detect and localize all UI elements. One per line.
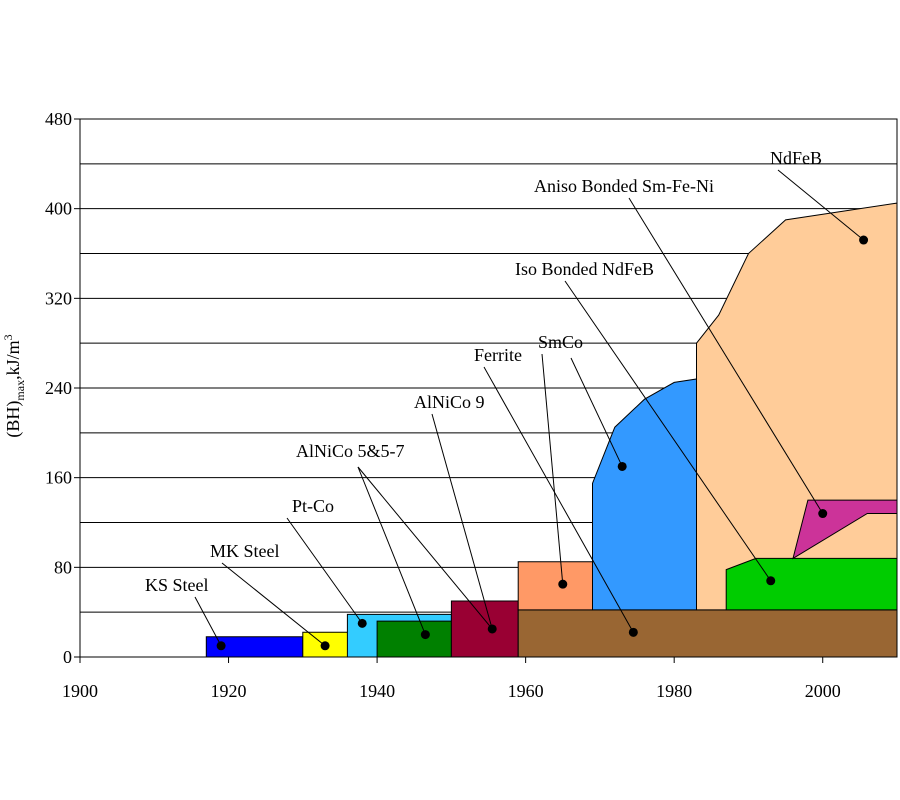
x-tick-label: 1980 <box>656 681 692 701</box>
series-label: Ferrite <box>474 345 522 365</box>
leader-line <box>777 169 864 241</box>
marker-point <box>487 624 497 634</box>
leader-line <box>570 357 623 467</box>
tick-labels: 1900 1920 1940 1960 1980 2000 0 80 160 240 320 400 4… <box>45 109 841 701</box>
marker-point <box>628 627 638 637</box>
marker-point <box>859 235 869 245</box>
y-tick-label: 0 <box>63 647 72 667</box>
leader-lines <box>194 169 864 647</box>
y-tick-label: 480 <box>45 109 72 129</box>
y-tick-label: 240 <box>45 378 72 398</box>
leader-line <box>564 280 772 582</box>
leader-line <box>628 197 824 514</box>
leader-line <box>431 413 493 630</box>
leader-line <box>194 596 222 647</box>
region-smco <box>517 561 593 611</box>
axes <box>74 118 824 663</box>
series-label: AlNiCo 9 <box>414 392 485 412</box>
x-tick-label: 1960 <box>508 681 544 701</box>
series-label: MK Steel <box>210 541 280 561</box>
marker-point <box>818 509 828 519</box>
region-alnico-9 <box>450 600 519 658</box>
series-label: AlNiCo 5&5-7 <box>296 441 405 461</box>
leader-line <box>357 466 493 630</box>
marker-point <box>766 576 776 586</box>
leader-line <box>357 466 426 635</box>
leader-line <box>483 366 634 633</box>
marker-point <box>320 641 330 651</box>
leader-line <box>541 353 564 585</box>
y-tick-label: 160 <box>45 468 72 488</box>
series-label: Iso Bonded NdFeB <box>515 259 654 279</box>
region-alnico-5-5-7 <box>376 620 452 658</box>
leader-line <box>286 517 363 624</box>
marker-point <box>216 641 226 651</box>
marker-point <box>357 618 367 628</box>
series-label: Aniso Bonded Sm-Fe-Ni <box>534 176 714 196</box>
marker-point <box>617 461 627 471</box>
region-smco <box>592 378 697 611</box>
x-tick-label: 2000 <box>805 681 841 701</box>
markers <box>216 235 869 651</box>
series-label: Pt-Co <box>292 496 334 516</box>
x-tick-label: 1920 <box>211 681 247 701</box>
y-axis-label: (BH)max,kJ/m3 <box>1 334 27 437</box>
x-tick-label: 1900 <box>62 681 98 701</box>
marker-point <box>420 630 430 640</box>
x-tick-label: 1940 <box>359 681 395 701</box>
region-iso-bonded-ndfeb <box>725 557 898 611</box>
y-tick-label: 320 <box>45 288 72 308</box>
series-label: KS Steel <box>145 575 209 595</box>
leader-line <box>221 562 326 647</box>
marker-point <box>558 579 568 589</box>
y-tick-label: 400 <box>45 199 72 219</box>
series-label: SmCo <box>538 332 583 352</box>
y-tick-label: 80 <box>54 557 72 577</box>
series-label: NdFeB <box>770 148 822 168</box>
region-ferrite <box>517 609 898 658</box>
